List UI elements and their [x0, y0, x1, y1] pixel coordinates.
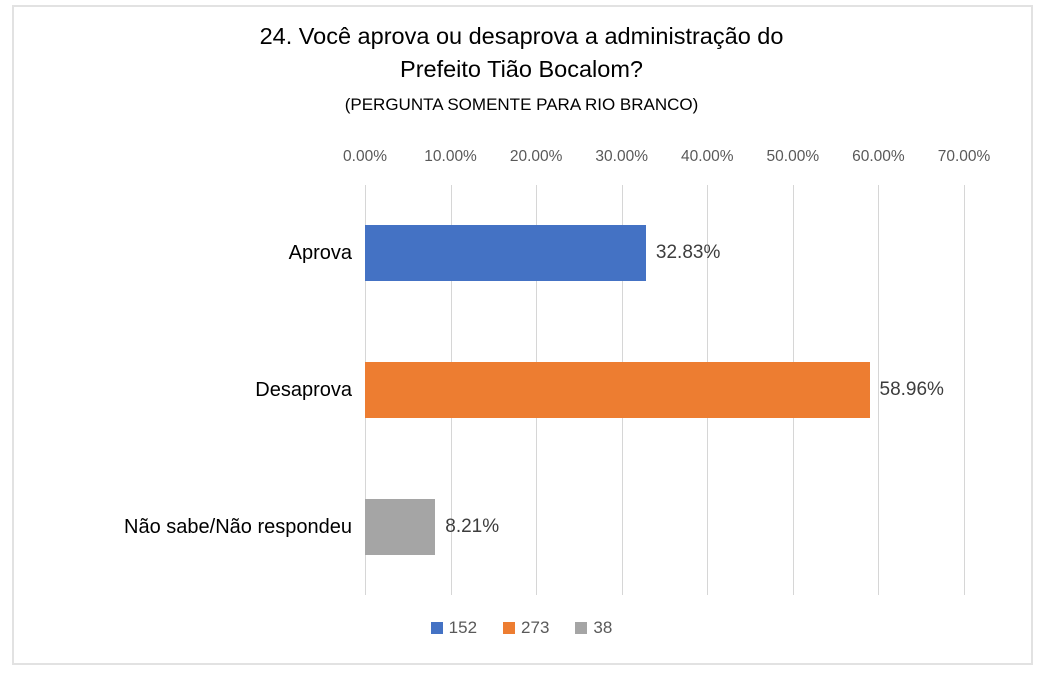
x-axis: 0.00% 10.00% 20.00% 30.00% 40.00% 50.00% 60.00…: [0, 148, 1043, 172]
legend-swatch: [503, 622, 516, 634]
category-label: Desaprova: [255, 379, 352, 401]
legend-item: 38: [575, 618, 612, 638]
legend-swatch: [430, 622, 443, 634]
x-tick-label: 70.00%: [937, 148, 991, 165]
chart-title: 24. Você aprova ou desaprova a administr…: [0, 20, 1043, 86]
x-tick-label: 20.00%: [509, 148, 563, 165]
x-tick-label: 0.00%: [343, 148, 387, 165]
x-tick-label: 10.00%: [424, 148, 477, 165]
chart-title-line-1: 24. Você aprova ou desaprova a administr…: [259, 23, 784, 49]
legend: 152 273 38: [0, 618, 1043, 638]
value-label: 58.96%: [879, 379, 944, 400]
x-tick-label: 30.00%: [595, 148, 648, 165]
x-tick-label: 60.00%: [852, 148, 905, 165]
category-label: Não sabe/Não respondeu: [124, 516, 352, 538]
legend-label: 273: [521, 618, 550, 637]
x-tick-label: 50.00%: [766, 148, 820, 165]
legend-item: 273: [503, 618, 549, 638]
chart-subtitle: (PERGUNTA SOMENTE PARA RIO BRANCO): [344, 95, 699, 114]
bar: [365, 362, 870, 418]
legend-label: 152: [448, 618, 478, 637]
gridline: [878, 185, 880, 595]
legend-label: 38: [593, 618, 613, 637]
bar: [365, 499, 436, 555]
legend-swatch: [575, 622, 588, 634]
legend-item: 152: [430, 618, 478, 638]
value-label: 8.21%: [445, 516, 500, 537]
bar: [365, 225, 646, 281]
chart-title-line-2: Prefeito Tião Bocalom?: [400, 56, 643, 82]
value-label: 32.83%: [655, 242, 721, 263]
plot-area: [365, 185, 965, 595]
x-tick-label: 40.00%: [680, 148, 734, 165]
category-label: Aprova: [288, 242, 352, 264]
gridline: [964, 185, 965, 595]
